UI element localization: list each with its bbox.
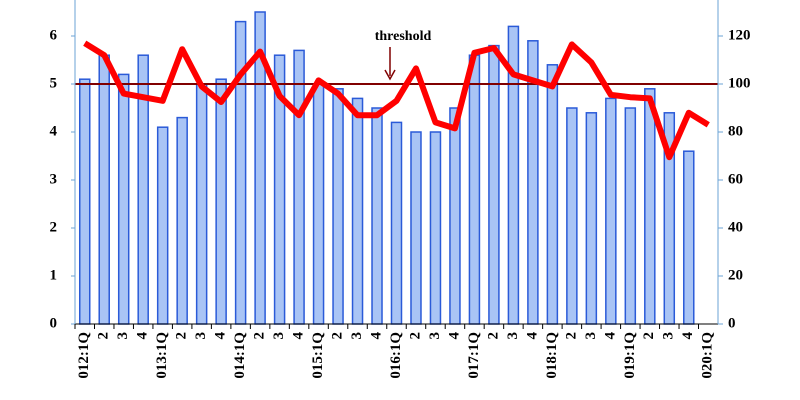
bar xyxy=(98,54,110,325)
x-tick-label: 3 xyxy=(505,332,521,340)
x-tick-label: 3 xyxy=(271,332,287,340)
annotation: threshold xyxy=(375,29,432,44)
bar xyxy=(605,97,617,325)
bar xyxy=(644,88,656,325)
bar xyxy=(390,121,403,325)
bar xyxy=(566,107,578,325)
x-tick-label: 013:1Q xyxy=(154,332,170,379)
y2-tick-label: 60 xyxy=(728,171,743,187)
x-tick-label: 017:1Q xyxy=(466,332,482,379)
x-tick-label: 4 xyxy=(135,332,151,340)
x-tick-label: 4 xyxy=(368,332,384,340)
x-tick-label: 4 xyxy=(602,332,618,340)
x-tick-label: 2 xyxy=(485,332,501,340)
bar xyxy=(78,78,91,325)
y-tick-label: 6 xyxy=(50,27,58,43)
bar xyxy=(585,112,598,325)
x-tick-label: 4 xyxy=(291,332,307,340)
y2-tick-label: 100 xyxy=(728,75,751,91)
annotation-arrowhead xyxy=(384,69,396,81)
bar xyxy=(624,107,637,325)
x-tick-label: 4 xyxy=(680,332,696,340)
line xyxy=(83,40,710,161)
y-tick-label: 5 xyxy=(50,75,58,91)
bar xyxy=(449,107,461,325)
bar xyxy=(195,83,208,325)
x-tick-label: 4 xyxy=(524,332,540,340)
x-tick-label: 3 xyxy=(583,332,599,340)
x-tick-label: 3 xyxy=(661,332,677,340)
y-tick-label: 3 xyxy=(50,171,58,187)
y-tick-label: 1 xyxy=(50,267,58,283)
bar xyxy=(312,83,325,325)
x-tick-label: 012:1Q xyxy=(76,332,92,379)
bar xyxy=(156,126,169,325)
y2-tick-label: 40 xyxy=(728,219,743,235)
y2-tick-label: 0 xyxy=(728,315,736,331)
x-tick-label: 2 xyxy=(252,332,268,340)
y-tick-label: 0 xyxy=(50,315,58,331)
bar xyxy=(293,49,305,325)
bar xyxy=(117,73,130,325)
bar xyxy=(215,78,227,325)
x-tick-label: 020:1Q xyxy=(700,332,716,379)
y2-tick-label: 80 xyxy=(728,123,743,139)
x-tick-label: 3 xyxy=(427,332,443,340)
bar xyxy=(468,54,481,325)
x-tick-label: 2 xyxy=(329,332,345,340)
x-tick-label: 3 xyxy=(349,332,365,340)
bar xyxy=(429,131,442,325)
x-tick-label: 3 xyxy=(115,332,131,340)
bar xyxy=(371,107,383,325)
x-tick-label: 018:1Q xyxy=(544,332,560,379)
x-tick-label: 014:1Q xyxy=(232,332,248,379)
y2-tick-label: 20 xyxy=(728,267,743,283)
x-tick-label: 2 xyxy=(407,332,423,340)
x-tick-label: 3 xyxy=(193,332,209,340)
x-tick-label: 016:1Q xyxy=(388,332,404,379)
x-tick-label: 015:1Q xyxy=(310,332,326,379)
bar xyxy=(176,116,188,325)
x-tick-label: 4 xyxy=(213,332,229,340)
y-tick-label: 2 xyxy=(50,219,58,235)
bar xyxy=(683,150,695,325)
x-tick-label: 2 xyxy=(563,332,579,340)
bar xyxy=(488,44,500,325)
bar xyxy=(332,88,344,325)
bar xyxy=(546,64,559,325)
y-tick-label: 4 xyxy=(50,123,58,139)
x-tick-label: 4 xyxy=(446,332,462,340)
y2-tick-label: 120 xyxy=(728,27,751,43)
bar xyxy=(351,97,364,325)
x-tick-label: 2 xyxy=(96,332,112,340)
x-tick-label: 2 xyxy=(641,332,657,340)
x-tick-label: 019:1Q xyxy=(622,332,638,379)
x-tick-label: 2 xyxy=(174,332,190,340)
bar xyxy=(410,131,422,325)
